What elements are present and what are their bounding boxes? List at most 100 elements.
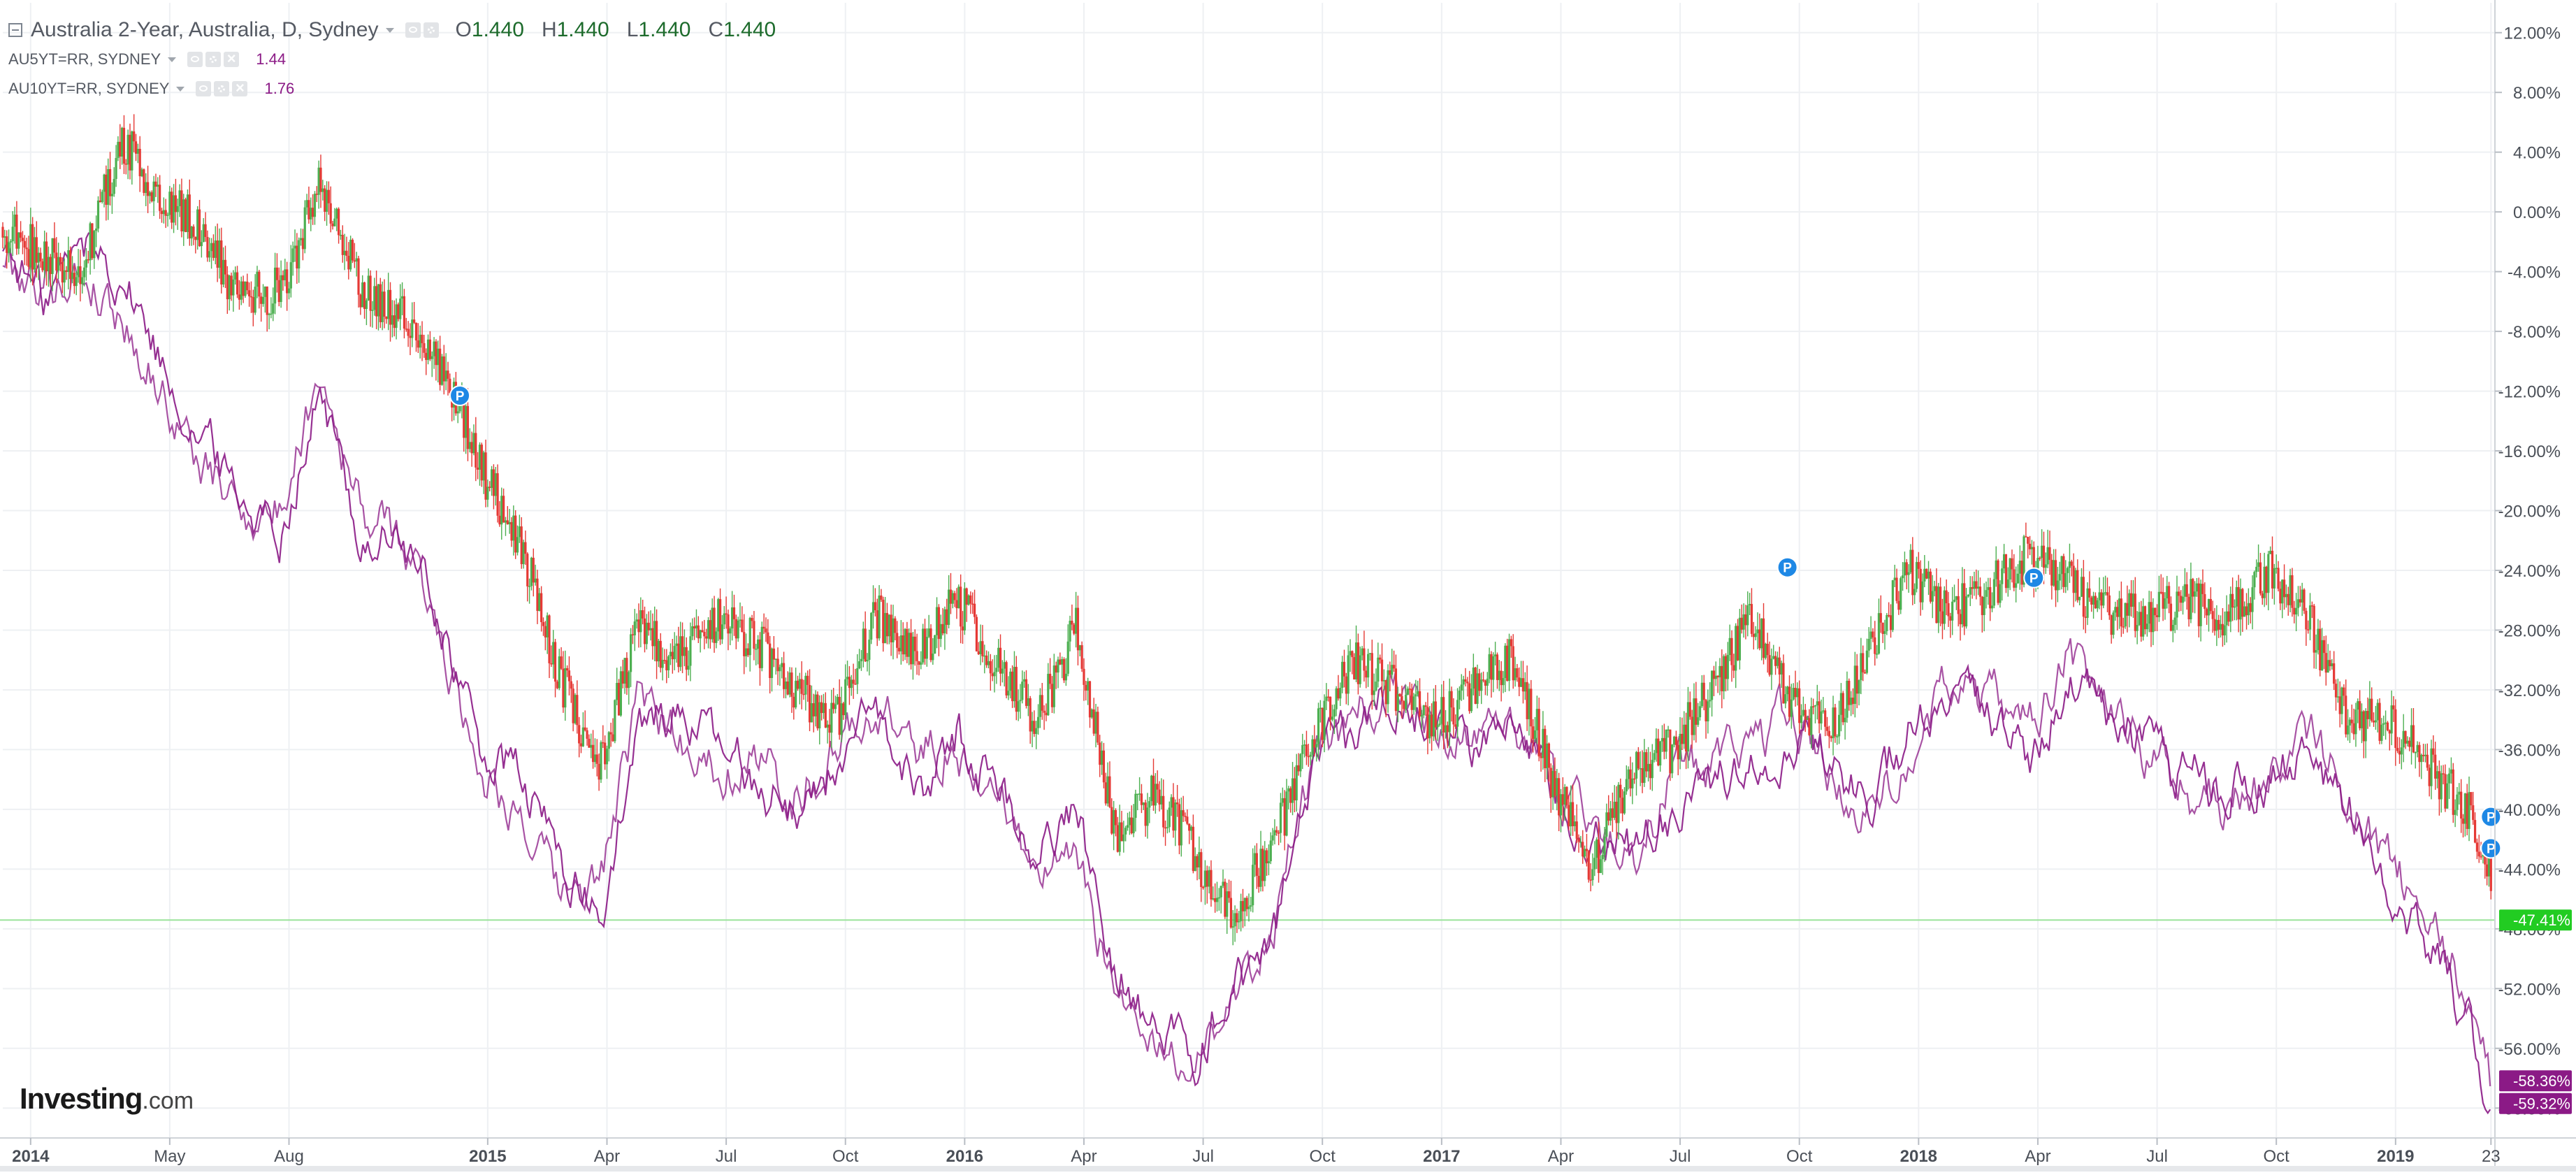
investing-logo[interactable]: Investing.com xyxy=(20,1082,194,1116)
candle-body xyxy=(663,660,666,661)
candle-body xyxy=(1554,770,1556,796)
candle-body xyxy=(1134,793,1137,819)
candle-body xyxy=(1653,753,1656,760)
candle-body xyxy=(204,224,207,238)
candle-body xyxy=(1832,707,1835,739)
close-icon[interactable] xyxy=(232,79,248,97)
candle-body xyxy=(1524,682,1526,692)
candle-body xyxy=(206,237,209,258)
eye-icon[interactable] xyxy=(196,81,212,96)
candle-body xyxy=(357,258,360,295)
candle-body xyxy=(1387,670,1389,705)
candle-body xyxy=(1490,654,1493,680)
candle-body xyxy=(1359,655,1361,684)
candle-body xyxy=(2382,723,2385,725)
candle-body xyxy=(2352,723,2355,735)
candle-body xyxy=(2142,606,2145,637)
close-icon[interactable] xyxy=(224,50,240,68)
candle-body xyxy=(1911,549,1914,596)
candle-body xyxy=(1921,581,1924,603)
candle-body xyxy=(1617,784,1620,823)
candle-body xyxy=(1975,581,1978,589)
candle-body xyxy=(2327,660,2329,673)
candle-body xyxy=(2148,602,2150,624)
candle-body xyxy=(1744,614,1747,626)
candle-body xyxy=(1848,680,1851,705)
candle-body xyxy=(2384,722,2387,724)
candle-body xyxy=(2206,609,2208,616)
candle-body xyxy=(1983,596,1985,615)
candle-body xyxy=(1736,626,1739,661)
candle-body xyxy=(67,250,70,272)
candle-body xyxy=(1685,724,1688,751)
collapse-icon[interactable] xyxy=(8,23,22,37)
candle-body xyxy=(1726,655,1729,679)
candle-body xyxy=(762,626,765,629)
y-tick-label: -44.00% xyxy=(2498,860,2561,879)
candle-body xyxy=(1146,807,1149,826)
candle-body xyxy=(472,433,475,454)
last-value-badge xyxy=(2499,1070,2572,1092)
eye-icon[interactable] xyxy=(405,22,421,38)
candle-body xyxy=(2042,545,2046,568)
candle-body xyxy=(1814,705,1817,707)
candle-body xyxy=(2404,730,2407,744)
candle-body xyxy=(602,742,605,744)
candle-body xyxy=(846,677,849,679)
main-series-title[interactable]: Australia 2-Year, Australia, D, Sydney xyxy=(31,18,379,41)
candle-body xyxy=(1905,562,1908,575)
candle-body xyxy=(689,636,692,666)
candle-body xyxy=(2025,536,2027,538)
candle-body xyxy=(2368,698,2371,719)
compare-legend-row[interactable]: AU10YT=RR, SYDNEY 1.76 xyxy=(8,74,776,103)
gear-icon[interactable] xyxy=(423,22,439,38)
candle-body xyxy=(1009,671,1012,691)
compare-legend-row[interactable]: AU5YT=RR, SYDNEY 1.44 xyxy=(8,45,776,74)
candle-body xyxy=(1180,810,1182,846)
candle-body xyxy=(1303,744,1306,746)
candle-body xyxy=(671,651,674,660)
y-tick-label: 0.00% xyxy=(2513,203,2561,222)
candle-body xyxy=(29,224,32,267)
candle-body xyxy=(19,232,22,238)
candle-body xyxy=(902,635,904,655)
candle-body xyxy=(2386,722,2389,730)
candle-body xyxy=(1806,718,1809,720)
compare-symbol[interactable]: AU10YT=RR, SYDNEY xyxy=(8,80,170,97)
candle-body xyxy=(832,702,835,709)
chevron-down-icon[interactable] xyxy=(385,27,394,33)
candle-body xyxy=(731,607,734,629)
candle-body xyxy=(2197,583,2200,626)
candle-body xyxy=(913,636,916,651)
candle-body xyxy=(1915,562,1918,589)
candle-body xyxy=(1424,705,1427,707)
candle-body xyxy=(1269,840,1272,862)
candle-body xyxy=(1482,679,1485,681)
eye-icon[interactable] xyxy=(187,52,203,67)
candle-body xyxy=(2102,592,2105,606)
candle-body xyxy=(1808,718,1811,735)
candle-body xyxy=(542,622,545,626)
candle-body xyxy=(1126,825,1129,828)
chevron-down-icon[interactable] xyxy=(168,57,177,62)
gear-icon[interactable] xyxy=(214,81,230,96)
candle-body xyxy=(1780,663,1783,675)
compare-symbol[interactable]: AU5YT=RR, SYDNEY xyxy=(8,50,161,68)
gear-icon[interactable] xyxy=(205,52,222,67)
high-value: 1.440 xyxy=(556,18,609,41)
candle-body xyxy=(261,296,265,304)
candle-body xyxy=(810,703,813,723)
chevron-down-icon[interactable] xyxy=(176,86,185,92)
candle-body xyxy=(71,273,74,280)
candle-body xyxy=(642,610,644,619)
candle-body xyxy=(1985,590,1988,597)
candle-body xyxy=(1686,702,1690,751)
candle-body xyxy=(2348,719,2352,726)
candle-body xyxy=(735,619,737,639)
candle-body xyxy=(923,628,927,659)
candle-body xyxy=(1639,768,1642,770)
main-series-legend[interactable]: Australia 2-Year, Australia, D, Sydney O… xyxy=(8,15,776,45)
candle-body xyxy=(1496,654,1499,680)
